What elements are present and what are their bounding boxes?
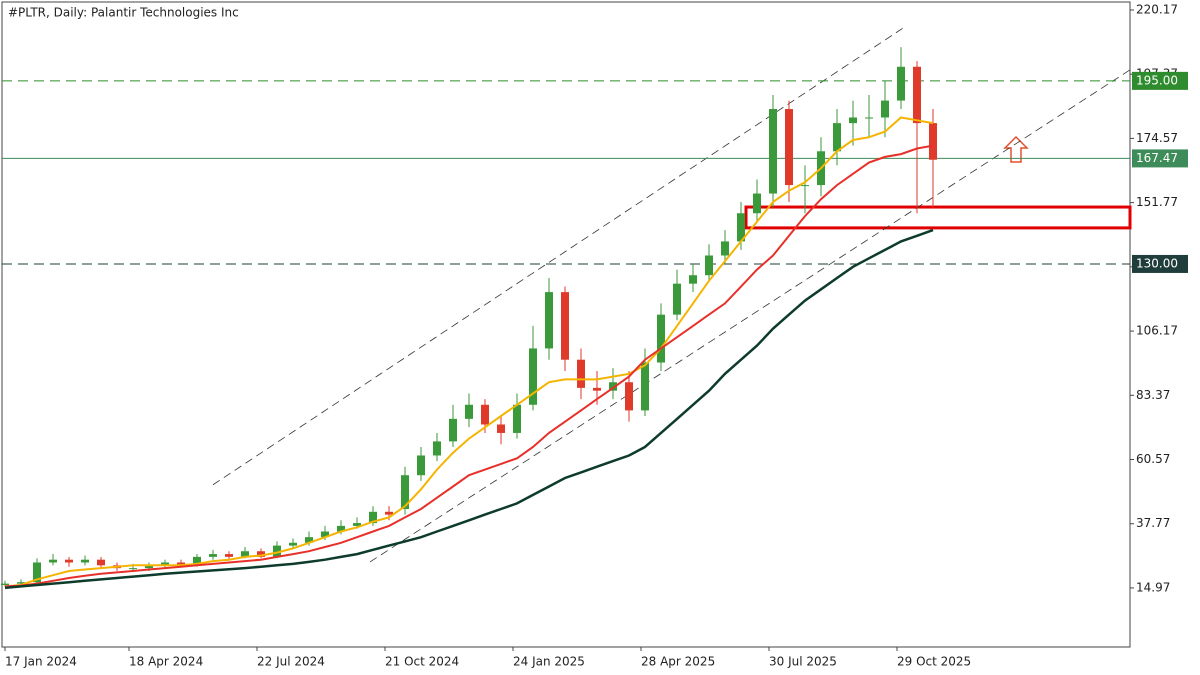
- candle-body: [753, 193, 761, 214]
- candle-body: [241, 551, 249, 557]
- candle-body: [129, 568, 137, 570]
- candle-body: [881, 100, 889, 118]
- candle-body: [1, 583, 9, 586]
- candle-body: [433, 441, 441, 456]
- candle-body: [689, 275, 697, 284]
- y-tick-label: 151.77: [1136, 195, 1178, 209]
- y-tick-label: 220.17: [1136, 2, 1178, 16]
- level-label-box: [1132, 149, 1188, 168]
- level-label: 130.00: [1136, 256, 1178, 270]
- x-tick-label: 22 Jul 2024: [257, 655, 325, 669]
- candle-body: [161, 562, 169, 566]
- candle-body: [385, 511, 393, 515]
- chart-title: #PLTR, Daily: Palantir Technologies Inc: [8, 6, 239, 20]
- candle-body: [833, 123, 841, 152]
- support-zone: [744, 205, 1132, 230]
- candle-body: [49, 559, 57, 563]
- level-label: 167.47: [1136, 151, 1178, 165]
- candle-body: [641, 362, 649, 411]
- level-label-box: [1132, 254, 1188, 273]
- y-tick-label: 37.77: [1136, 516, 1170, 530]
- x-tick-label: 29 Oct 2025: [897, 655, 971, 669]
- candle-body: [353, 523, 361, 526]
- candle-body: [721, 241, 729, 256]
- candle-body: [609, 382, 617, 391]
- y-tick-label: 106.17: [1136, 324, 1178, 338]
- candle-body: [705, 255, 713, 276]
- candle-body: [337, 525, 345, 532]
- candle-body: [513, 404, 521, 433]
- candle-body: [33, 562, 41, 583]
- candle-body: [801, 185, 809, 187]
- moving-average: [4, 144, 934, 588]
- x-tick-label: 18 Apr 2024: [129, 655, 203, 669]
- x-tick-label: 30 Jul 2025: [769, 655, 837, 669]
- trendline: [369, 69, 1131, 563]
- trendline: [212, 26, 906, 486]
- candle-body: [401, 475, 409, 509]
- candle-body: [305, 537, 313, 543]
- candle-body: [593, 387, 601, 391]
- y-tick-label: 60.57: [1136, 452, 1170, 466]
- candle-body: [929, 123, 937, 160]
- candle-body: [737, 213, 745, 242]
- candle-body: [97, 559, 105, 566]
- candle-body: [209, 554, 217, 557]
- candle-body: [321, 531, 329, 538]
- candle-body: [849, 117, 857, 124]
- x-tick-label: 24 Jan 2025: [513, 655, 585, 669]
- candle-body: [465, 404, 473, 419]
- up-arrow: [1003, 135, 1029, 163]
- candle-body: [561, 292, 569, 360]
- candle-body: [369, 511, 377, 524]
- candle-body: [193, 556, 201, 566]
- level-label-box: [1132, 71, 1188, 90]
- x-tick-label: 21 Oct 2024: [385, 655, 459, 669]
- y-tick-label: 174.57: [1136, 131, 1178, 145]
- candle-body: [625, 382, 633, 411]
- candle-body: [449, 418, 457, 442]
- y-tick-label: 83.37: [1136, 388, 1170, 402]
- candle-body: [865, 117, 873, 119]
- candle-body: [657, 314, 665, 363]
- candle-body: [289, 542, 297, 546]
- candle-body: [785, 109, 793, 186]
- candle-body: [273, 545, 281, 557]
- candle-body: [769, 109, 777, 194]
- candle-body: [481, 404, 489, 425]
- candle-body: [577, 359, 585, 388]
- candle-body: [497, 424, 505, 433]
- moving-average: [4, 228, 934, 590]
- candle-body: [673, 283, 681, 315]
- candle-body: [177, 562, 185, 566]
- candle-body: [17, 582, 25, 584]
- moving-average: [4, 116, 934, 588]
- candle-body: [417, 455, 425, 476]
- candle-body: [257, 551, 265, 557]
- candle-body: [145, 565, 153, 569]
- candle-body: [81, 559, 89, 563]
- x-tick-label: 28 Apr 2025: [641, 655, 715, 669]
- x-tick-label: 17 Jan 2024: [5, 655, 77, 669]
- candle-body: [897, 66, 905, 101]
- candle-body: [913, 66, 921, 124]
- level-label: 195.00: [1136, 73, 1178, 87]
- y-tick-label: 14.97: [1136, 580, 1170, 594]
- candle-body: [225, 554, 233, 557]
- candle-body: [529, 348, 537, 405]
- candle-body: [545, 292, 553, 349]
- candle-body: [65, 559, 73, 563]
